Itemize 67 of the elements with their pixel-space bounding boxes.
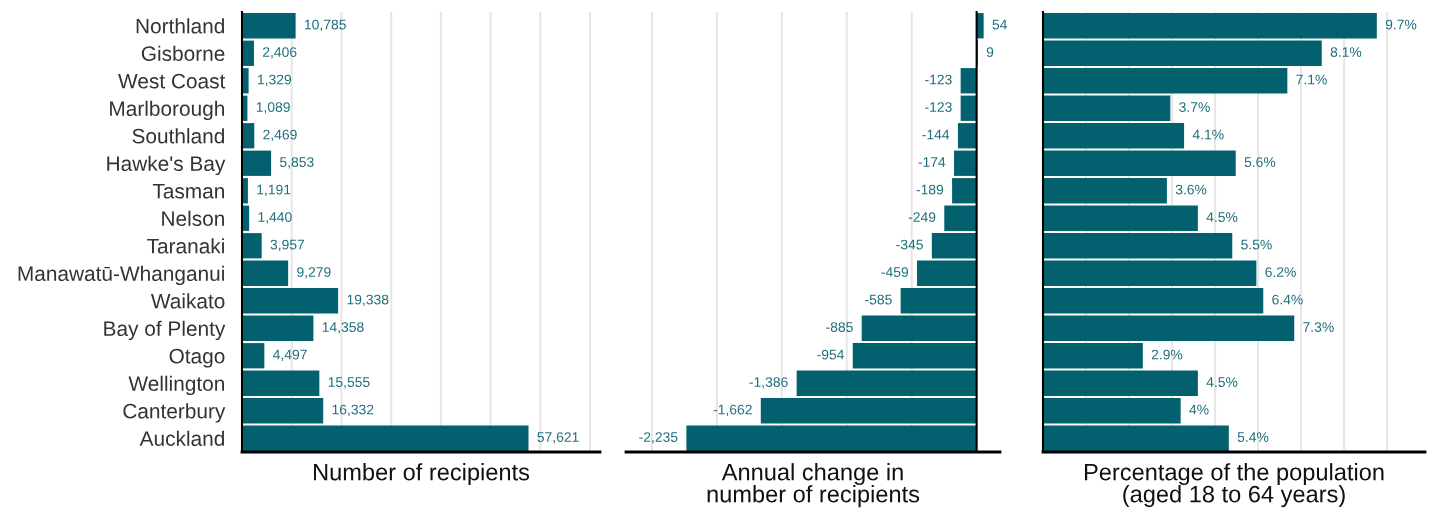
x-axis-title: Annual change in number of recipients [707, 463, 920, 508]
y-tick-label: Tasman [152, 183, 224, 199]
data-label: 4% [1189, 404, 1209, 415]
data-label: 5.4% [1237, 432, 1269, 442]
data-label: 15,555 [328, 377, 370, 389]
data-label: 3,957 [270, 239, 305, 252]
data-label: 4.5% [1206, 212, 1238, 222]
y-tick-label: Nelson [162, 210, 224, 226]
y-tick-label: Manawatū-Whanganui [18, 265, 224, 286]
data-label: 4.1% [1192, 129, 1224, 140]
data-label: 2,469 [263, 129, 297, 142]
y-tick-label: Bay of Plenty [104, 320, 226, 341]
data-label: 2,406 [263, 47, 297, 59]
y-tick-label: Canterbury [123, 403, 226, 423]
y-tick-label: Northland [136, 18, 224, 34]
y-tick-label: Taranaki [147, 238, 224, 254]
data-label: -123 [925, 102, 952, 112]
data-label: 8.1% [1330, 47, 1362, 57]
y-tick-label: Gisborne [141, 45, 225, 61]
data-label: -174 [918, 157, 946, 167]
data-label: 1,329 [258, 74, 292, 87]
y-tick-label: Wellington [128, 375, 224, 396]
data-label: -954 [817, 349, 844, 360]
data-label: -885 [826, 322, 853, 332]
data-label: 7.3% [1303, 322, 1334, 332]
y-tick-label: Auckland [139, 430, 224, 446]
data-label: 19,338 [347, 294, 389, 307]
data-label: 7.1% [1296, 74, 1327, 85]
y-tick-label: Hawke's Bay [107, 155, 226, 176]
data-label: 54 [992, 19, 1008, 30]
data-label: -345 [896, 239, 923, 250]
data-label: 9,279 [297, 267, 331, 279]
data-label: 57,621 [537, 432, 579, 444]
data-label: 10,785 [305, 19, 346, 32]
data-label: 14,358 [322, 322, 364, 334]
data-label: -249 [908, 212, 936, 222]
y-tick-label: Otago [169, 348, 225, 368]
data-label: 1,440 [258, 212, 292, 224]
data-label: -1,662 [713, 404, 752, 417]
data-label: -189 [916, 184, 944, 195]
data-label: 1,089 [256, 102, 290, 114]
data-label: 6.4% [1272, 294, 1303, 305]
data-label: -459 [881, 267, 909, 277]
data-label: 6.2% [1265, 267, 1296, 277]
data-label: 5.6% [1244, 157, 1276, 167]
data-label: 4.5% [1206, 377, 1238, 387]
data-label: 5.5% [1241, 239, 1272, 250]
data-label: 4,497 [273, 349, 307, 362]
y-tick-label: West Coast [118, 73, 226, 89]
x-axis-title: Number of recipients [314, 463, 530, 486]
data-label: -123 [925, 74, 952, 85]
x-axis-title: Percentage of the population (aged 18 to 64 years) [1084, 463, 1384, 508]
y-tick-label: Marlborough [110, 100, 224, 121]
data-label: -1,386 [749, 377, 788, 389]
data-label: 16,332 [332, 404, 374, 417]
data-label: 3.7% [1179, 102, 1210, 112]
data-label: 5,853 [279, 157, 314, 169]
data-label: 1,191 [257, 184, 291, 197]
data-label: 9 [986, 47, 994, 57]
data-label: -585 [865, 294, 892, 305]
y-tick-label: Waikato [150, 293, 225, 309]
data-label: -144 [922, 129, 950, 140]
data-label: 2.9% [1151, 349, 1183, 360]
y-tick-label: Southland [132, 128, 224, 144]
data-label: -2,235 [639, 432, 678, 444]
data-label: 3.6% [1175, 184, 1207, 195]
data-label: 9.7% [1385, 19, 1417, 30]
